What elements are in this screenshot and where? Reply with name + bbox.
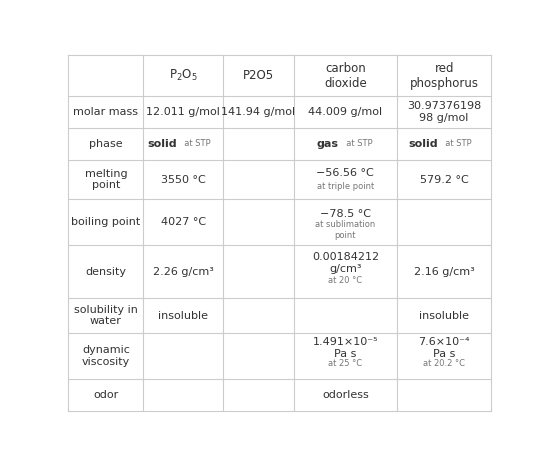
Text: at 20.2 °C: at 20.2 °C (423, 359, 465, 368)
Text: −78.5 °C: −78.5 °C (320, 209, 371, 219)
Text: 7.6×10⁻⁴
Pa s: 7.6×10⁻⁴ Pa s (418, 337, 470, 359)
Text: molar mass: molar mass (73, 107, 138, 117)
Text: P$_2$O$_5$: P$_2$O$_5$ (169, 68, 198, 83)
Text: odorless: odorless (322, 390, 369, 400)
Text: solid: solid (408, 139, 438, 149)
Text: insoluble: insoluble (419, 310, 469, 321)
Text: at triple point: at triple point (317, 182, 374, 191)
Text: at 25 °C: at 25 °C (328, 359, 363, 368)
Text: 141.94 g/mol: 141.94 g/mol (221, 107, 295, 117)
Text: red
phosphorus: red phosphorus (410, 61, 479, 90)
Text: insoluble: insoluble (158, 310, 208, 321)
Text: at STP: at STP (179, 140, 211, 148)
Text: gas: gas (317, 139, 339, 149)
Text: solid: solid (147, 139, 177, 149)
Text: at sublimation
point: at sublimation point (315, 220, 376, 240)
Text: 30.97376198
98 g/mol: 30.97376198 98 g/mol (407, 101, 481, 122)
Text: at STP: at STP (440, 140, 472, 148)
Text: melting
point: melting point (85, 169, 127, 190)
Text: 44.009 g/mol: 44.009 g/mol (308, 107, 382, 117)
Text: boiling point: boiling point (71, 217, 140, 227)
Text: −56.56 °C: −56.56 °C (317, 168, 374, 178)
Text: 2.16 g/cm³: 2.16 g/cm³ (414, 267, 474, 277)
Text: 4027 °C: 4027 °C (161, 217, 206, 227)
Text: at 20 °C: at 20 °C (328, 276, 363, 286)
Text: 2.26 g/cm³: 2.26 g/cm³ (153, 267, 213, 277)
Text: at STP: at STP (341, 140, 373, 148)
Text: 1.491×10⁻⁵
Pa s: 1.491×10⁻⁵ Pa s (313, 337, 378, 359)
Text: 12.011 g/mol: 12.011 g/mol (146, 107, 220, 117)
Text: density: density (85, 267, 126, 277)
Text: P2O5: P2O5 (243, 69, 274, 82)
Text: 579.2 °C: 579.2 °C (420, 175, 468, 185)
Text: 3550 °C: 3550 °C (161, 175, 205, 185)
Text: 0.00184212
g/cm³: 0.00184212 g/cm³ (312, 252, 379, 274)
Text: dynamic
viscosity: dynamic viscosity (82, 345, 130, 367)
Text: solubility in
water: solubility in water (74, 305, 138, 326)
Text: odor: odor (93, 390, 118, 400)
Text: carbon
dioxide: carbon dioxide (324, 61, 367, 90)
Text: phase: phase (89, 139, 123, 149)
